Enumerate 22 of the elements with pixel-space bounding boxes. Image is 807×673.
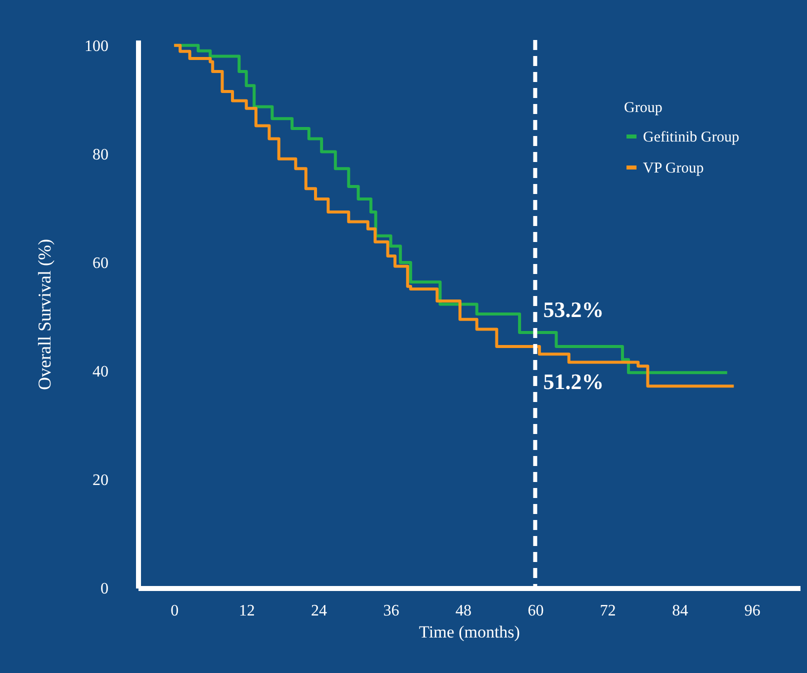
x-tick-label: 84 [672,602,688,620]
y-tick-label: 20 [92,472,108,489]
x-tick-label: 96 [744,602,760,620]
x-tick-label: 0 [170,602,179,620]
legend-label: Gefitinib Group [643,130,740,146]
x-tick-label: 12 [238,602,255,620]
annotation: 51.2% [543,369,604,394]
y-tick-label: 100 [84,38,108,55]
legend-label: VP Group [643,160,704,176]
x-tick-label: 36 [383,602,400,620]
y-axis-title: Overall Survival (%) [34,239,54,390]
y-tick-label: 60 [92,254,108,272]
legend-title: Group [624,100,662,116]
x-tick-label: 24 [311,602,328,620]
x-tick-label: 72 [600,602,616,620]
x-axis-title: Time (months) [419,622,520,642]
y-tick-label: 80 [92,146,108,164]
y-tick-label: 0 [100,580,108,598]
x-tick-label: 48 [455,602,472,620]
y-tick-label: 40 [92,363,108,380]
x-tick-label: 60 [528,602,544,620]
annotation: 53.2% [543,297,604,322]
